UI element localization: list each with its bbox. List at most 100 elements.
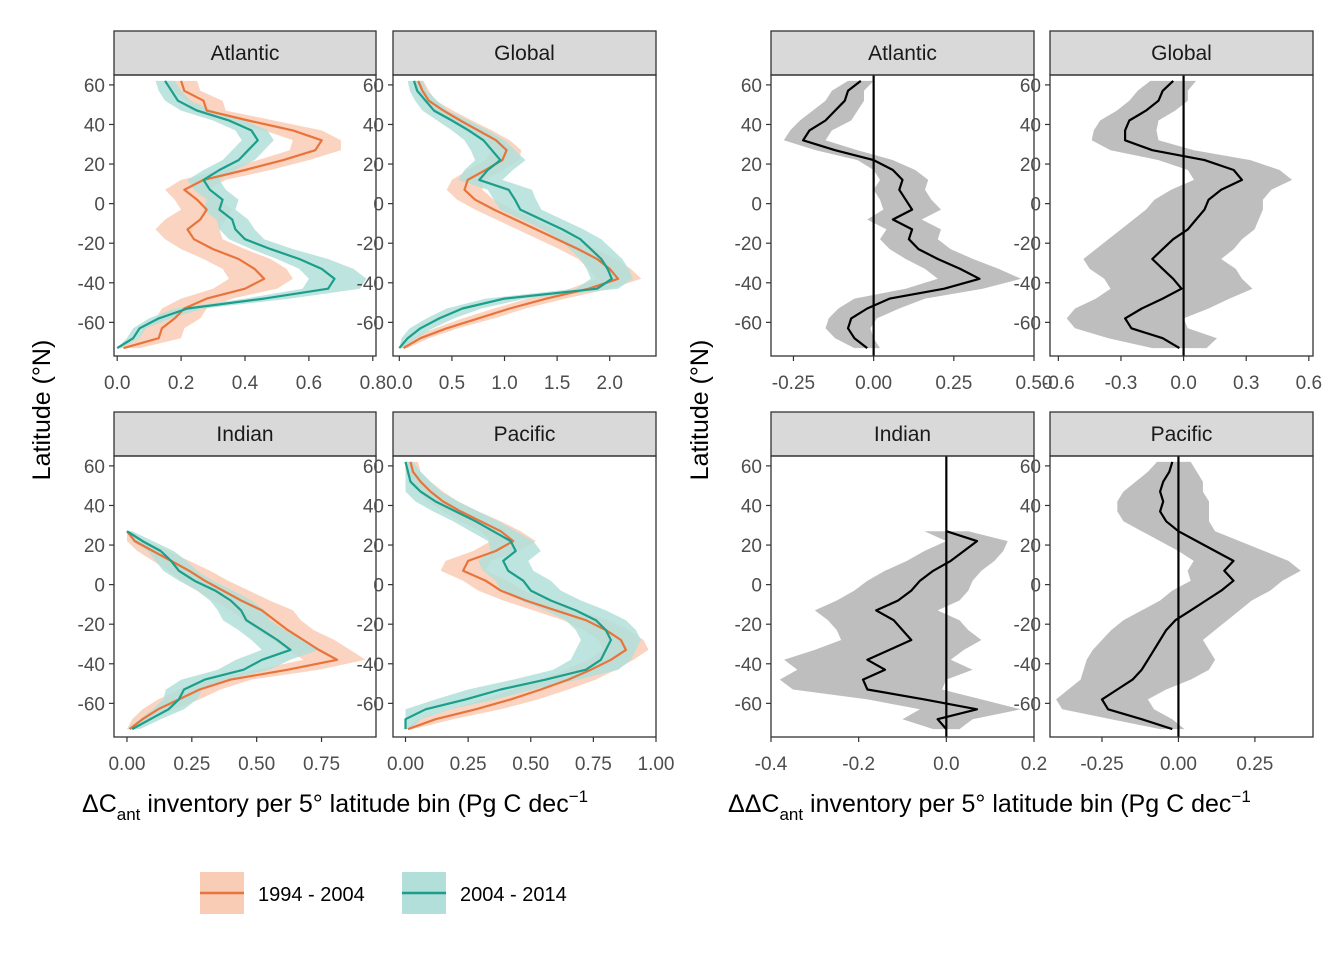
panel-difference-indian-xtick-label-3: 0.2 <box>1021 754 1047 775</box>
panel-difference-pacific-data <box>1056 456 1301 737</box>
panel-inventory-atlantic-ytick-label-20: 20 <box>84 155 105 176</box>
panel-inventory-atlantic-xtick-label-4: 0.8 <box>360 373 386 394</box>
panel-inventory-global-xtick-label-1: 0.5 <box>439 373 465 394</box>
panel-difference-pacific-ytick-label--60: -60 <box>1014 694 1041 715</box>
panel-difference-pacific-strip <box>1049 411 1314 457</box>
panel-inventory-pacific-series-1994-2004-line <box>407 461 628 731</box>
panel-inventory-atlantic-ytick-label--20: -20 <box>78 234 105 255</box>
panel-inventory-global-strip <box>392 30 657 76</box>
panel-difference-global-xtick-label-3: 0.3 <box>1233 373 1259 394</box>
panel-difference-atlantic-ytick-label--60: -60 <box>735 313 762 334</box>
panel-difference-atlantic-series-difference-line <box>801 80 981 349</box>
panel-difference-global-strip-label: Global <box>1151 42 1212 65</box>
panel-difference-pacific-xtick-label-0: -0.25 <box>1080 754 1123 775</box>
left-x-title-c: C <box>99 790 117 818</box>
panel-difference-atlantic-ytick-label--20: -20 <box>735 234 762 255</box>
panel-difference-global-ytick-label--40: -40 <box>1014 274 1041 295</box>
panel-difference-indian-ytick-label-20: 20 <box>741 536 762 557</box>
panel-difference-pacific-series-difference-line <box>1100 461 1235 731</box>
panel-inventory-indian-series-1994-2004-line <box>126 530 339 730</box>
panel-difference-indian: Indian 60 40 20 0 -20 -40 -60 -0.4 -0.2 0.0 0.2 <box>735 411 1047 775</box>
panel-difference-pacific-strip-label: Pacific <box>1151 423 1213 446</box>
panel-difference-pacific: Pacific 60 40 20 0 -20 -40 -60 -0.25 0.00 0.25 <box>1014 411 1314 775</box>
panel-difference-global-series-difference-line <box>1123 80 1244 350</box>
panel-inventory-global-ytick-label--40: -40 <box>357 274 384 295</box>
panel-difference-indian-xtick-label-1: -0.2 <box>842 754 875 775</box>
panel-difference-global-ytick-label-40: 40 <box>1020 115 1041 136</box>
panel-difference-indian-series-difference-band <box>779 531 1021 730</box>
panel-inventory-global: Global 60 40 20 0 -20 -40 -60 0.0 0.5 1.0 1.5 2.0 <box>357 30 657 394</box>
panel-difference-indian-ytick-label--40: -40 <box>735 655 762 676</box>
panel-inventory-pacific-ytick-label--20: -20 <box>357 615 384 636</box>
panel-inventory-global-ytick-label-20: 20 <box>363 155 384 176</box>
panel-inventory-pacific-ytick-label-0: 0 <box>373 576 384 597</box>
panel-inventory-global-ytick-label--20: -20 <box>357 234 384 255</box>
panel-inventory-indian: Indian 60 40 20 0 -20 -40 -60 0.00 0.25 0.50 0.75 <box>78 411 377 775</box>
panel-inventory-global-ytick-label-60: 60 <box>363 76 384 97</box>
panel-difference-atlantic-xtick-label-2: 0.25 <box>935 373 972 394</box>
panel-inventory-pacific-xtick-label-1: 0.25 <box>450 754 487 775</box>
panel-inventory-indian-xtick-label-2: 0.50 <box>238 754 275 775</box>
panel-inventory-indian-ytick-label-60: 60 <box>84 457 105 478</box>
panel-difference-pacific-ytick-label-0: 0 <box>1030 576 1041 597</box>
panel-inventory-global-series-1994-2004-line <box>402 80 620 350</box>
panel-inventory-atlantic-xtick-label-1: 0.2 <box>168 373 194 394</box>
panel-difference-indian-ytick-label-60: 60 <box>741 457 762 478</box>
panel-difference-pacific-ytick-label--20: -20 <box>1014 615 1041 636</box>
panel-difference-global-xtick-label-1: -0.3 <box>1105 373 1138 394</box>
panel-difference-atlantic-ytick-label-0: 0 <box>751 195 762 216</box>
legend: 1994 - 2004 2004 - 2014 <box>200 872 567 914</box>
panel-difference-indian-strip-label: Indian <box>874 423 931 446</box>
panel-difference-atlantic-ytick-label--40: -40 <box>735 274 762 295</box>
panel-inventory-atlantic-ytick-label-0: 0 <box>94 195 105 216</box>
panel-inventory-indian-ytick-label--40: -40 <box>78 655 105 676</box>
panel-inventory-pacific-strip-label: Pacific <box>494 423 556 446</box>
panel-inventory-global-ytick-label--60: -60 <box>357 313 384 334</box>
panel-difference-indian-ytick-label-40: 40 <box>741 496 762 517</box>
panel-difference-global-xtick-label-2: 0.0 <box>1170 373 1196 394</box>
panel-inventory-indian-ytick-label-0: 0 <box>94 576 105 597</box>
panel-difference-indian-xtick-label-0: -0.4 <box>755 754 788 775</box>
panel-inventory-pacific-border <box>392 455 657 738</box>
panel-difference-pacific-xtick-label-1: 0.00 <box>1160 754 1197 775</box>
panel-inventory-global-xtick-label-3: 1.5 <box>544 373 570 394</box>
panel-difference-atlantic-ytick-label-60: 60 <box>741 76 762 97</box>
right-y-axis-title: Latitude (°N) <box>686 340 714 481</box>
panel-inventory-indian-xtick-label-0: 0.00 <box>108 754 145 775</box>
panel-inventory-global-ytick-label-40: 40 <box>363 115 384 136</box>
panel-inventory-global-series-2004-2014-band <box>399 80 633 349</box>
panel-difference-global: Global 60 40 20 0 -20 -40 -60 -0.6 -0.3 0.0 0.3 0.6 <box>1014 30 1322 394</box>
panel-difference-global-ytick-label-60: 60 <box>1020 76 1041 97</box>
legend-item-1994-2004: 1994 - 2004 <box>200 872 365 914</box>
legend-label-1994-2004: 1994 - 2004 <box>258 884 365 906</box>
panel-difference-global-ytick-label-0: 0 <box>1030 195 1041 216</box>
panel-difference-global-ytick-label--20: -20 <box>1014 234 1041 255</box>
panel-inventory-atlantic-series-2004-2014-line <box>116 80 336 350</box>
panel-difference-global-series-difference-band <box>1066 80 1293 349</box>
panel-inventory-pacific-series-2004-2014-line <box>404 461 613 730</box>
panel-difference-global-ytick-label--60: -60 <box>1014 313 1041 334</box>
panel-inventory-indian-series-2004-2014-line <box>126 530 292 731</box>
right-x-axis-title: ΔΔCant inventory per 5° latitude bin (Pg… <box>728 787 1251 824</box>
left-x-title-delta: Δ <box>82 790 99 818</box>
panel-difference-global-ytick-label-20: 20 <box>1020 155 1041 176</box>
panel-inventory-pacific-ytick-label-60: 60 <box>363 457 384 478</box>
panel-inventory-pacific: Pacific 60 40 20 0 -20 -40 -60 0.00 0.25 0.50 0.75 1… <box>357 411 674 775</box>
panel-difference-indian-border <box>770 455 1035 738</box>
panel-difference-indian-ytick-label--60: -60 <box>735 694 762 715</box>
right-x-title-delta: ΔΔ <box>728 790 761 818</box>
panel-inventory-atlantic: Atlantic 60 40 20 0 -20 -40 -60 0.0 0.2 0.4 0.6 0.8 <box>78 30 386 394</box>
panel-inventory-atlantic-xtick-label-0: 0.0 <box>104 373 130 394</box>
panel-difference-pacific-ytick-label-40: 40 <box>1020 496 1041 517</box>
panel-inventory-atlantic-series-1994-2004-band <box>117 80 341 349</box>
panel-inventory-indian-border <box>113 455 377 738</box>
panel-inventory-atlantic-ytick-label-60: 60 <box>84 76 105 97</box>
panel-difference-global-xtick-label-4: 0.6 <box>1296 373 1322 394</box>
panel-difference-atlantic-xtick-label-1: 0.00 <box>855 373 892 394</box>
panel-inventory-global-border <box>392 74 657 357</box>
panel-inventory-indian-ytick-label-20: 20 <box>84 536 105 557</box>
panel-difference-atlantic-border <box>770 74 1035 357</box>
panel-inventory-atlantic-series-1994-2004-line <box>123 80 323 350</box>
